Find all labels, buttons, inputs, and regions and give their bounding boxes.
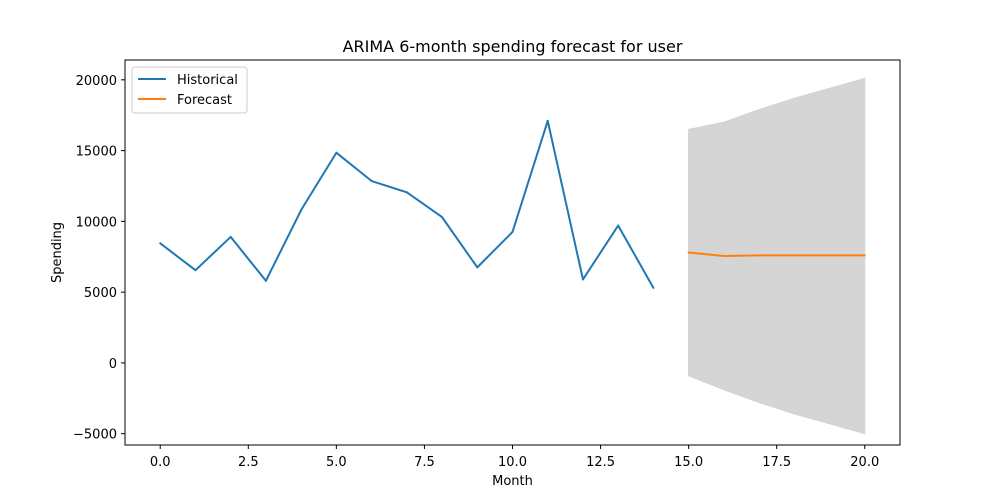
data-point-historical: [652, 286, 655, 289]
data-point-forecast: [863, 254, 866, 257]
data-point-historical: [300, 209, 303, 212]
legend-label-historical: Historical: [177, 73, 238, 88]
data-point-historical: [229, 235, 232, 238]
data-point-historical: [546, 119, 549, 122]
data-point-forecast: [758, 254, 761, 257]
series-layer: [159, 119, 866, 289]
data-point-historical: [264, 279, 267, 282]
x-tick-label: 2.5: [238, 455, 259, 470]
x-tick-label: 10.0: [498, 455, 527, 470]
data-point-historical: [335, 151, 338, 154]
series-line-forecast: [688, 251, 865, 258]
data-point-historical: [370, 180, 373, 183]
x-tick-label: 20.0: [850, 455, 879, 470]
legend-label-forecast: Forecast: [177, 93, 232, 108]
x-tick-label: 17.5: [762, 455, 791, 470]
legend: Historical Forecast: [131, 66, 248, 114]
data-point-historical: [511, 230, 514, 233]
x-tick-label: 5.0: [326, 455, 347, 470]
data-point-historical: [159, 242, 162, 245]
x-tick-label: 15.0: [674, 455, 703, 470]
y-tick-label: 0: [109, 357, 117, 372]
data-point-historical: [581, 278, 584, 281]
y-axis-ticks: −5000 0 5000 10000 15000 20000: [73, 74, 125, 443]
data-point-historical: [617, 224, 620, 227]
x-axis-label: Month: [492, 474, 533, 489]
data-point-forecast: [722, 255, 725, 258]
data-point-forecast: [687, 251, 690, 254]
y-tick-label: −5000: [73, 428, 117, 443]
x-tick-label: 7.5: [414, 455, 435, 470]
data-point-forecast: [828, 254, 831, 257]
data-point-historical: [194, 269, 197, 272]
data-point-historical: [441, 216, 444, 219]
chart-title: ARIMA 6-month spending forecast for user: [343, 37, 683, 56]
y-tick-label: 5000: [84, 286, 117, 301]
y-axis-label: Spending: [50, 222, 65, 283]
data-point-historical: [476, 266, 479, 269]
x-tick-label: 12.5: [586, 455, 615, 470]
y-tick-label: 20000: [76, 74, 117, 89]
series-line-historical: [159, 119, 655, 289]
data-point-historical: [405, 191, 408, 194]
y-tick-label: 15000: [76, 145, 117, 160]
x-tick-label: 0.0: [150, 455, 171, 470]
data-point-forecast: [793, 254, 796, 257]
x-axis-ticks: 0.0 2.5 5.0 7.5 10.0 12.5 15.0 17.5 20.0: [150, 445, 879, 470]
y-tick-label: 10000: [76, 215, 117, 230]
